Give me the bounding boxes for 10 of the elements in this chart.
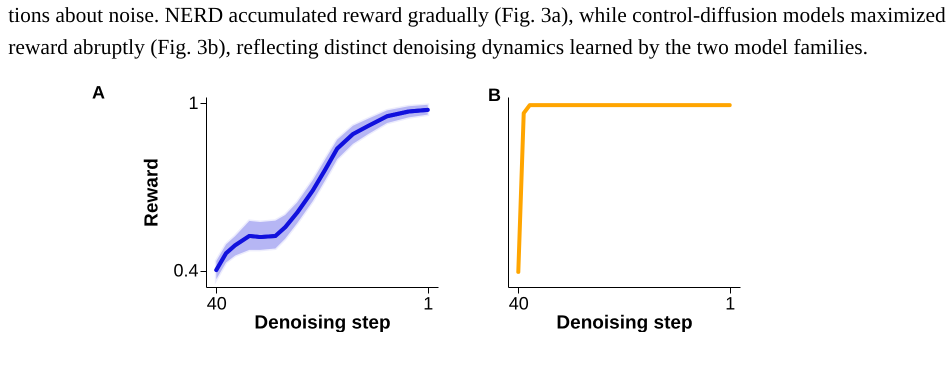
text: tions about noise. NERD accumulated reward gradually (Fig. 3a), while control-diffusion models maximized [8,3,946,27]
x-tick-label: 1 [423,294,434,314]
x-tick-label: 1 [725,294,736,314]
text: reward abruptly (Fig. 3b), reflecting distinct denoising dynamics learned by the two model families. [8,35,868,59]
y-axis-title: Reward [141,158,162,227]
x-tick-label: 40 [206,294,227,314]
chart-title: A [92,82,105,102]
chart-title: B [488,85,501,105]
x-tick-label: 40 [508,294,529,314]
y-tick-label: 0.4 [173,260,198,280]
